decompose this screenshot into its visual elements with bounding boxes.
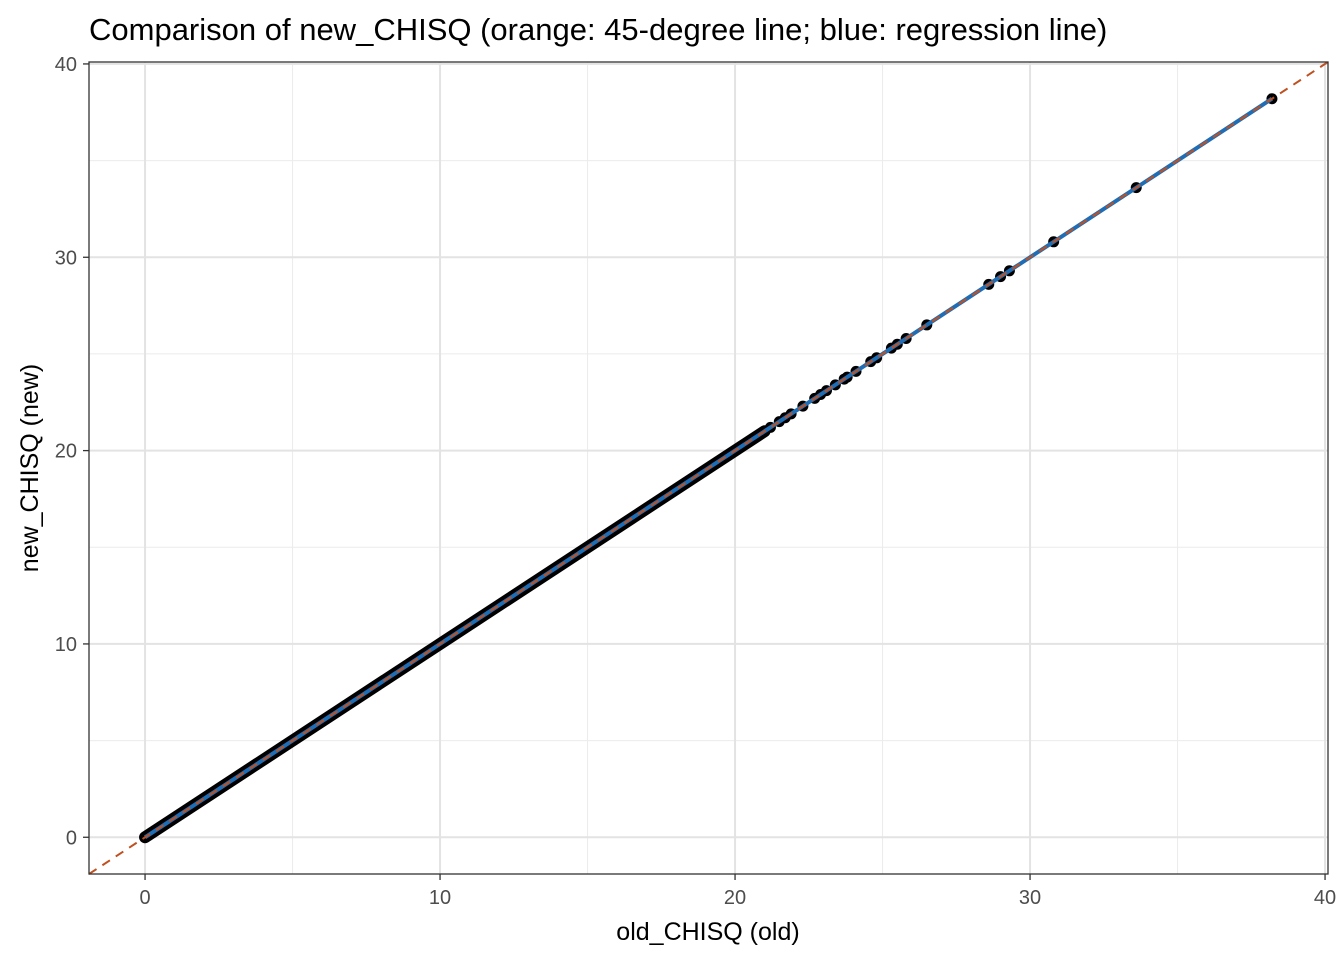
y-tick-label: 20 <box>55 441 77 463</box>
y-tick-label: 30 <box>55 247 77 269</box>
x-tick-label: 20 <box>724 887 746 909</box>
y-tick-label: 40 <box>55 54 77 76</box>
x-tick-label: 10 <box>429 887 451 909</box>
x-tick-label: 0 <box>139 887 150 909</box>
grid <box>89 62 1328 874</box>
chart-title: Comparison of new_CHISQ (orange: 45-degr… <box>89 12 1107 47</box>
x-tick-label: 30 <box>1019 887 1041 909</box>
y-tick-label: 10 <box>55 634 77 656</box>
y-axis: 0 10 20 30 40 <box>55 54 89 849</box>
data-layer <box>88 61 1329 875</box>
x-axis: 0 10 20 30 40 <box>139 874 1336 909</box>
x-axis-title: old_CHISQ (old) <box>616 918 799 946</box>
x-tick-label: 40 <box>1314 887 1336 909</box>
y-tick-label: 0 <box>66 827 77 849</box>
y-axis-title: new_CHISQ (new) <box>16 364 44 572</box>
reference-line-45-degree <box>88 61 1329 875</box>
plot-border <box>88 61 1329 875</box>
